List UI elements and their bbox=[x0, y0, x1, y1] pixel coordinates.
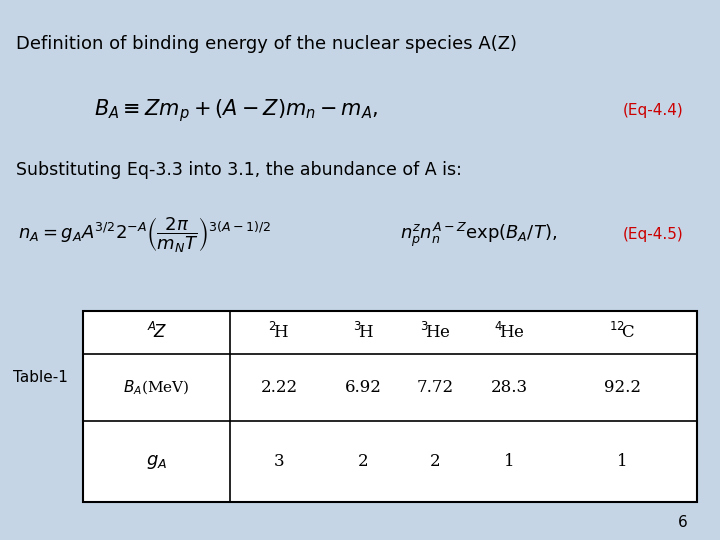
Text: $^{3}\!$H: $^{3}\!$H bbox=[353, 322, 374, 342]
Text: $^{2}\!$H: $^{2}\!$H bbox=[269, 322, 289, 342]
Text: $^{3}\!$He: $^{3}\!$He bbox=[420, 322, 451, 342]
Text: Table-1: Table-1 bbox=[13, 370, 68, 386]
Text: 6: 6 bbox=[678, 515, 688, 530]
Text: 2: 2 bbox=[359, 453, 369, 470]
Text: $B_A \equiv Zm_p + (A - Z)m_n - m_A,$: $B_A \equiv Zm_p + (A - Z)m_n - m_A,$ bbox=[94, 97, 378, 124]
Text: 3: 3 bbox=[274, 453, 284, 470]
Text: $B_A$(MeV): $B_A$(MeV) bbox=[123, 378, 190, 397]
Text: Definition of binding energy of the nuclear species A(Z): Definition of binding energy of the nucl… bbox=[16, 35, 517, 53]
Text: 6.92: 6.92 bbox=[345, 379, 382, 396]
Text: $g_A$: $g_A$ bbox=[146, 453, 167, 471]
Text: $n_p^z n_n^{A-Z} \exp(B_A/T),$: $n_p^z n_n^{A-Z} \exp(B_A/T),$ bbox=[400, 221, 557, 249]
Text: $n_A = g_A A^{3/2} 2^{-A} \left(\dfrac{2\pi}{m_N T}\right)^{3(A-1)/2}$: $n_A = g_A A^{3/2} 2^{-A} \left(\dfrac{2… bbox=[18, 215, 271, 254]
Text: 1: 1 bbox=[617, 453, 627, 470]
Text: $^{4}\!$He: $^{4}\!$He bbox=[494, 322, 525, 342]
Text: 92.2: 92.2 bbox=[603, 379, 641, 396]
Text: Substituting Eq-3.3 into 3.1, the abundance of A is:: Substituting Eq-3.3 into 3.1, the abunda… bbox=[16, 161, 462, 179]
Text: (Eq-4.4): (Eq-4.4) bbox=[623, 103, 683, 118]
Text: $^{12}\!$C: $^{12}\!$C bbox=[609, 322, 635, 342]
Bar bbox=[83, 310, 697, 502]
Text: 2: 2 bbox=[431, 453, 441, 470]
Text: (Eq-4.5): (Eq-4.5) bbox=[623, 227, 683, 242]
Text: 2.22: 2.22 bbox=[261, 379, 297, 396]
Text: $^{A}\!Z$: $^{A}\!Z$ bbox=[147, 322, 166, 342]
Text: 28.3: 28.3 bbox=[491, 379, 528, 396]
Text: 7.72: 7.72 bbox=[417, 379, 454, 396]
Text: 1: 1 bbox=[504, 453, 515, 470]
